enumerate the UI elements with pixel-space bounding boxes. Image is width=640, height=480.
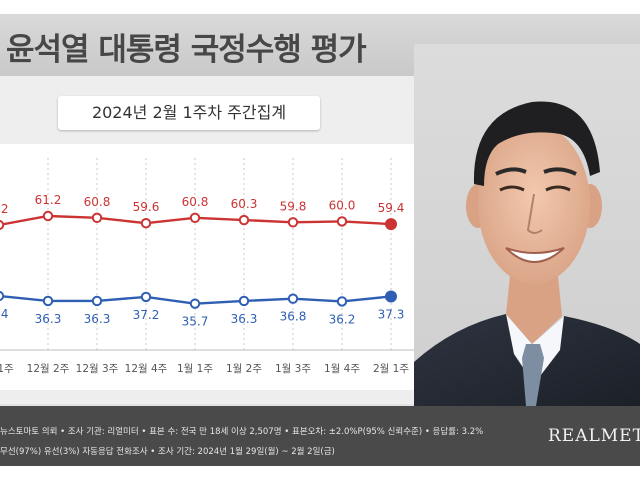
data-point — [91, 212, 103, 224]
data-point — [0, 219, 5, 231]
plot-card: 9.2 61.2 60.8 59.6 60.8 60.3 59.8 60.0 59.4 7.4 36… — [0, 144, 464, 390]
x-tick-label: 12월 2주 — [27, 363, 70, 375]
survey-info-line-1: 뉴스토마토 의뢰 • 조사 기관: 리얼미터 • 표본 수: 전국 만 18세 … — [0, 427, 484, 437]
page-title: 윤석열 대통령 국정수행 평가 — [6, 32, 367, 68]
chart-panel: 2024년 2월 1주차 주간집계 9.2 61.2 60.8 59.6 60.8 60.… — [0, 76, 480, 404]
data-point — [0, 290, 5, 302]
data-point — [238, 295, 250, 307]
data-point — [385, 290, 397, 303]
x-tick-label: 1월 2주 — [226, 363, 262, 375]
data-point — [385, 218, 397, 231]
president-portrait-icon — [414, 44, 640, 406]
data-label: 35.7 — [182, 315, 209, 329]
period-label: 2024년 2월 1주차 주간집계 — [58, 96, 320, 130]
x-tick-label: 월 1주 — [0, 363, 14, 375]
x-tick-label: 2월 1주 — [373, 363, 409, 375]
data-label: 36.3 — [84, 312, 111, 326]
data-label: 37.2 — [133, 308, 160, 322]
data-label: 60.3 — [231, 197, 258, 211]
data-point — [238, 214, 250, 226]
data-point — [42, 295, 54, 307]
data-label: 36.3 — [231, 312, 258, 326]
data-label: 60.8 — [182, 195, 209, 209]
data-point — [140, 218, 152, 229]
x-tick-label: 1월 4주 — [324, 363, 360, 375]
data-point — [91, 295, 103, 307]
data-label: 37.3 — [378, 307, 405, 321]
data-point — [140, 291, 152, 303]
data-point — [336, 216, 348, 227]
infographic-frame: 윤석열 대통령 국정수행 평가 2024년 2월 1주차 주간집계 9.2 61.… — [0, 14, 640, 466]
president-photo — [414, 44, 640, 406]
data-point — [336, 296, 348, 307]
data-point — [42, 210, 54, 222]
data-point — [287, 293, 299, 304]
data-label: 7.4 — [0, 307, 9, 321]
data-point — [189, 212, 201, 224]
data-label: 36.3 — [35, 312, 62, 326]
x-tick-label: 12월 3주 — [76, 363, 119, 375]
data-label: 59.6 — [133, 200, 160, 214]
x-tick-label: 12월 4주 — [125, 363, 168, 375]
x-tick-label: 1월 3주 — [275, 363, 311, 375]
footer: 뉴스토마토 의뢰 • 조사 기관: 리얼미터 • 표본 수: 전국 만 18세 … — [0, 406, 640, 466]
line-chart: 9.2 61.2 60.8 59.6 60.8 60.3 59.8 60.0 59.4 7.4 36… — [0, 158, 464, 375]
data-label: 36.2 — [329, 312, 356, 326]
survey-info-line-2: 무선(97%) 유선(3%) 자동응답 전화조사 • 조사 기간: 2024년 … — [0, 447, 335, 457]
data-point — [189, 298, 201, 309]
data-label: 60.8 — [84, 195, 111, 209]
data-label: 59.8 — [280, 199, 307, 213]
data-label: 61.2 — [35, 193, 62, 207]
data-label: 36.8 — [280, 310, 307, 324]
brand-logo: REALMETER — [548, 426, 640, 446]
data-label: 59.4 — [378, 201, 405, 215]
x-tick-label: 1월 1주 — [177, 363, 213, 375]
data-label: 60.0 — [329, 198, 356, 212]
data-label: 9.2 — [0, 202, 9, 216]
data-point — [287, 217, 299, 228]
